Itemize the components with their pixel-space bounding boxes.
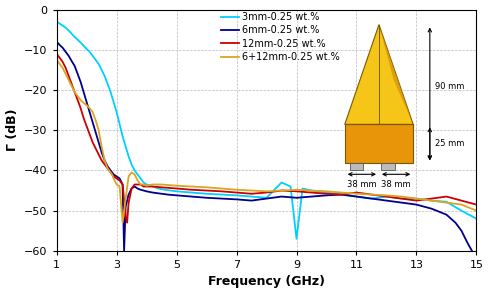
Polygon shape <box>344 124 412 163</box>
6mm-0.25 wt.% <box>278 195 284 198</box>
12mm-0.25 wt.% <box>398 197 404 200</box>
X-axis label: Frequency (GHz): Frequency (GHz) <box>207 275 325 288</box>
6mm-0.25 wt.% <box>93 131 99 134</box>
3mm-0.25 wt.% <box>293 237 299 240</box>
Text: 90 mm: 90 mm <box>434 82 463 91</box>
12mm-0.25 wt.% <box>113 177 119 180</box>
6+12mm-0.25 wt.% <box>458 203 464 206</box>
3mm-0.25 wt.% <box>218 193 224 196</box>
3mm-0.25 wt.% <box>93 58 99 61</box>
Text: 25 mm: 25 mm <box>434 139 463 148</box>
6+12mm-0.25 wt.% <box>472 209 478 212</box>
Polygon shape <box>349 163 363 170</box>
6mm-0.25 wt.% <box>458 229 464 233</box>
Y-axis label: Γ (dB): Γ (dB) <box>5 109 19 151</box>
Polygon shape <box>378 25 412 124</box>
6+12mm-0.25 wt.% <box>83 103 89 107</box>
3mm-0.25 wt.% <box>96 62 102 66</box>
12mm-0.25 wt.% <box>124 221 130 225</box>
6mm-0.25 wt.% <box>218 197 224 200</box>
6mm-0.25 wt.% <box>472 257 478 261</box>
3mm-0.25 wt.% <box>472 217 478 220</box>
Line: 3mm-0.25 wt.%: 3mm-0.25 wt.% <box>57 22 475 239</box>
6mm-0.25 wt.% <box>368 197 374 200</box>
6+12mm-0.25 wt.% <box>120 221 125 225</box>
Polygon shape <box>344 25 412 124</box>
3mm-0.25 wt.% <box>54 20 60 24</box>
6+12mm-0.25 wt.% <box>54 58 60 61</box>
12mm-0.25 wt.% <box>54 52 60 56</box>
Text: 38 mm: 38 mm <box>346 180 375 188</box>
12mm-0.25 wt.% <box>72 90 78 94</box>
3mm-0.25 wt.% <box>443 200 448 203</box>
3mm-0.25 wt.% <box>353 195 359 198</box>
Legend: 3mm-0.25 wt.%, 6mm-0.25 wt.%, 12mm-0.25 wt.%, 6+12mm-0.25 wt.%: 3mm-0.25 wt.%, 6mm-0.25 wt.%, 12mm-0.25 … <box>221 12 340 62</box>
6+12mm-0.25 wt.% <box>72 90 78 94</box>
3mm-0.25 wt.% <box>278 181 284 184</box>
6mm-0.25 wt.% <box>96 141 102 144</box>
Text: 38 mm: 38 mm <box>380 180 409 188</box>
6+12mm-0.25 wt.% <box>398 195 404 198</box>
12mm-0.25 wt.% <box>458 199 464 202</box>
6+12mm-0.25 wt.% <box>93 118 99 122</box>
6mm-0.25 wt.% <box>54 40 60 44</box>
Polygon shape <box>380 163 394 170</box>
Line: 6mm-0.25 wt.%: 6mm-0.25 wt.% <box>57 42 475 259</box>
Line: 12mm-0.25 wt.%: 12mm-0.25 wt.% <box>57 54 475 223</box>
Line: 6+12mm-0.25 wt.%: 6+12mm-0.25 wt.% <box>57 60 475 223</box>
12mm-0.25 wt.% <box>93 146 99 150</box>
12mm-0.25 wt.% <box>472 203 478 206</box>
6+12mm-0.25 wt.% <box>110 177 116 180</box>
12mm-0.25 wt.% <box>83 124 89 128</box>
